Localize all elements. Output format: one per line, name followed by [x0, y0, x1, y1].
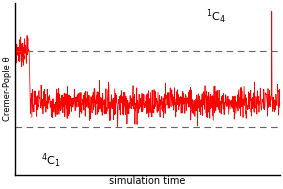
Text: $^1$C$_4$: $^1$C$_4$	[206, 7, 226, 26]
X-axis label: simulation time: simulation time	[109, 176, 186, 186]
Text: $^4$C$_1$: $^4$C$_1$	[41, 152, 61, 170]
Y-axis label: Cremer-Pople θ: Cremer-Pople θ	[3, 57, 12, 121]
